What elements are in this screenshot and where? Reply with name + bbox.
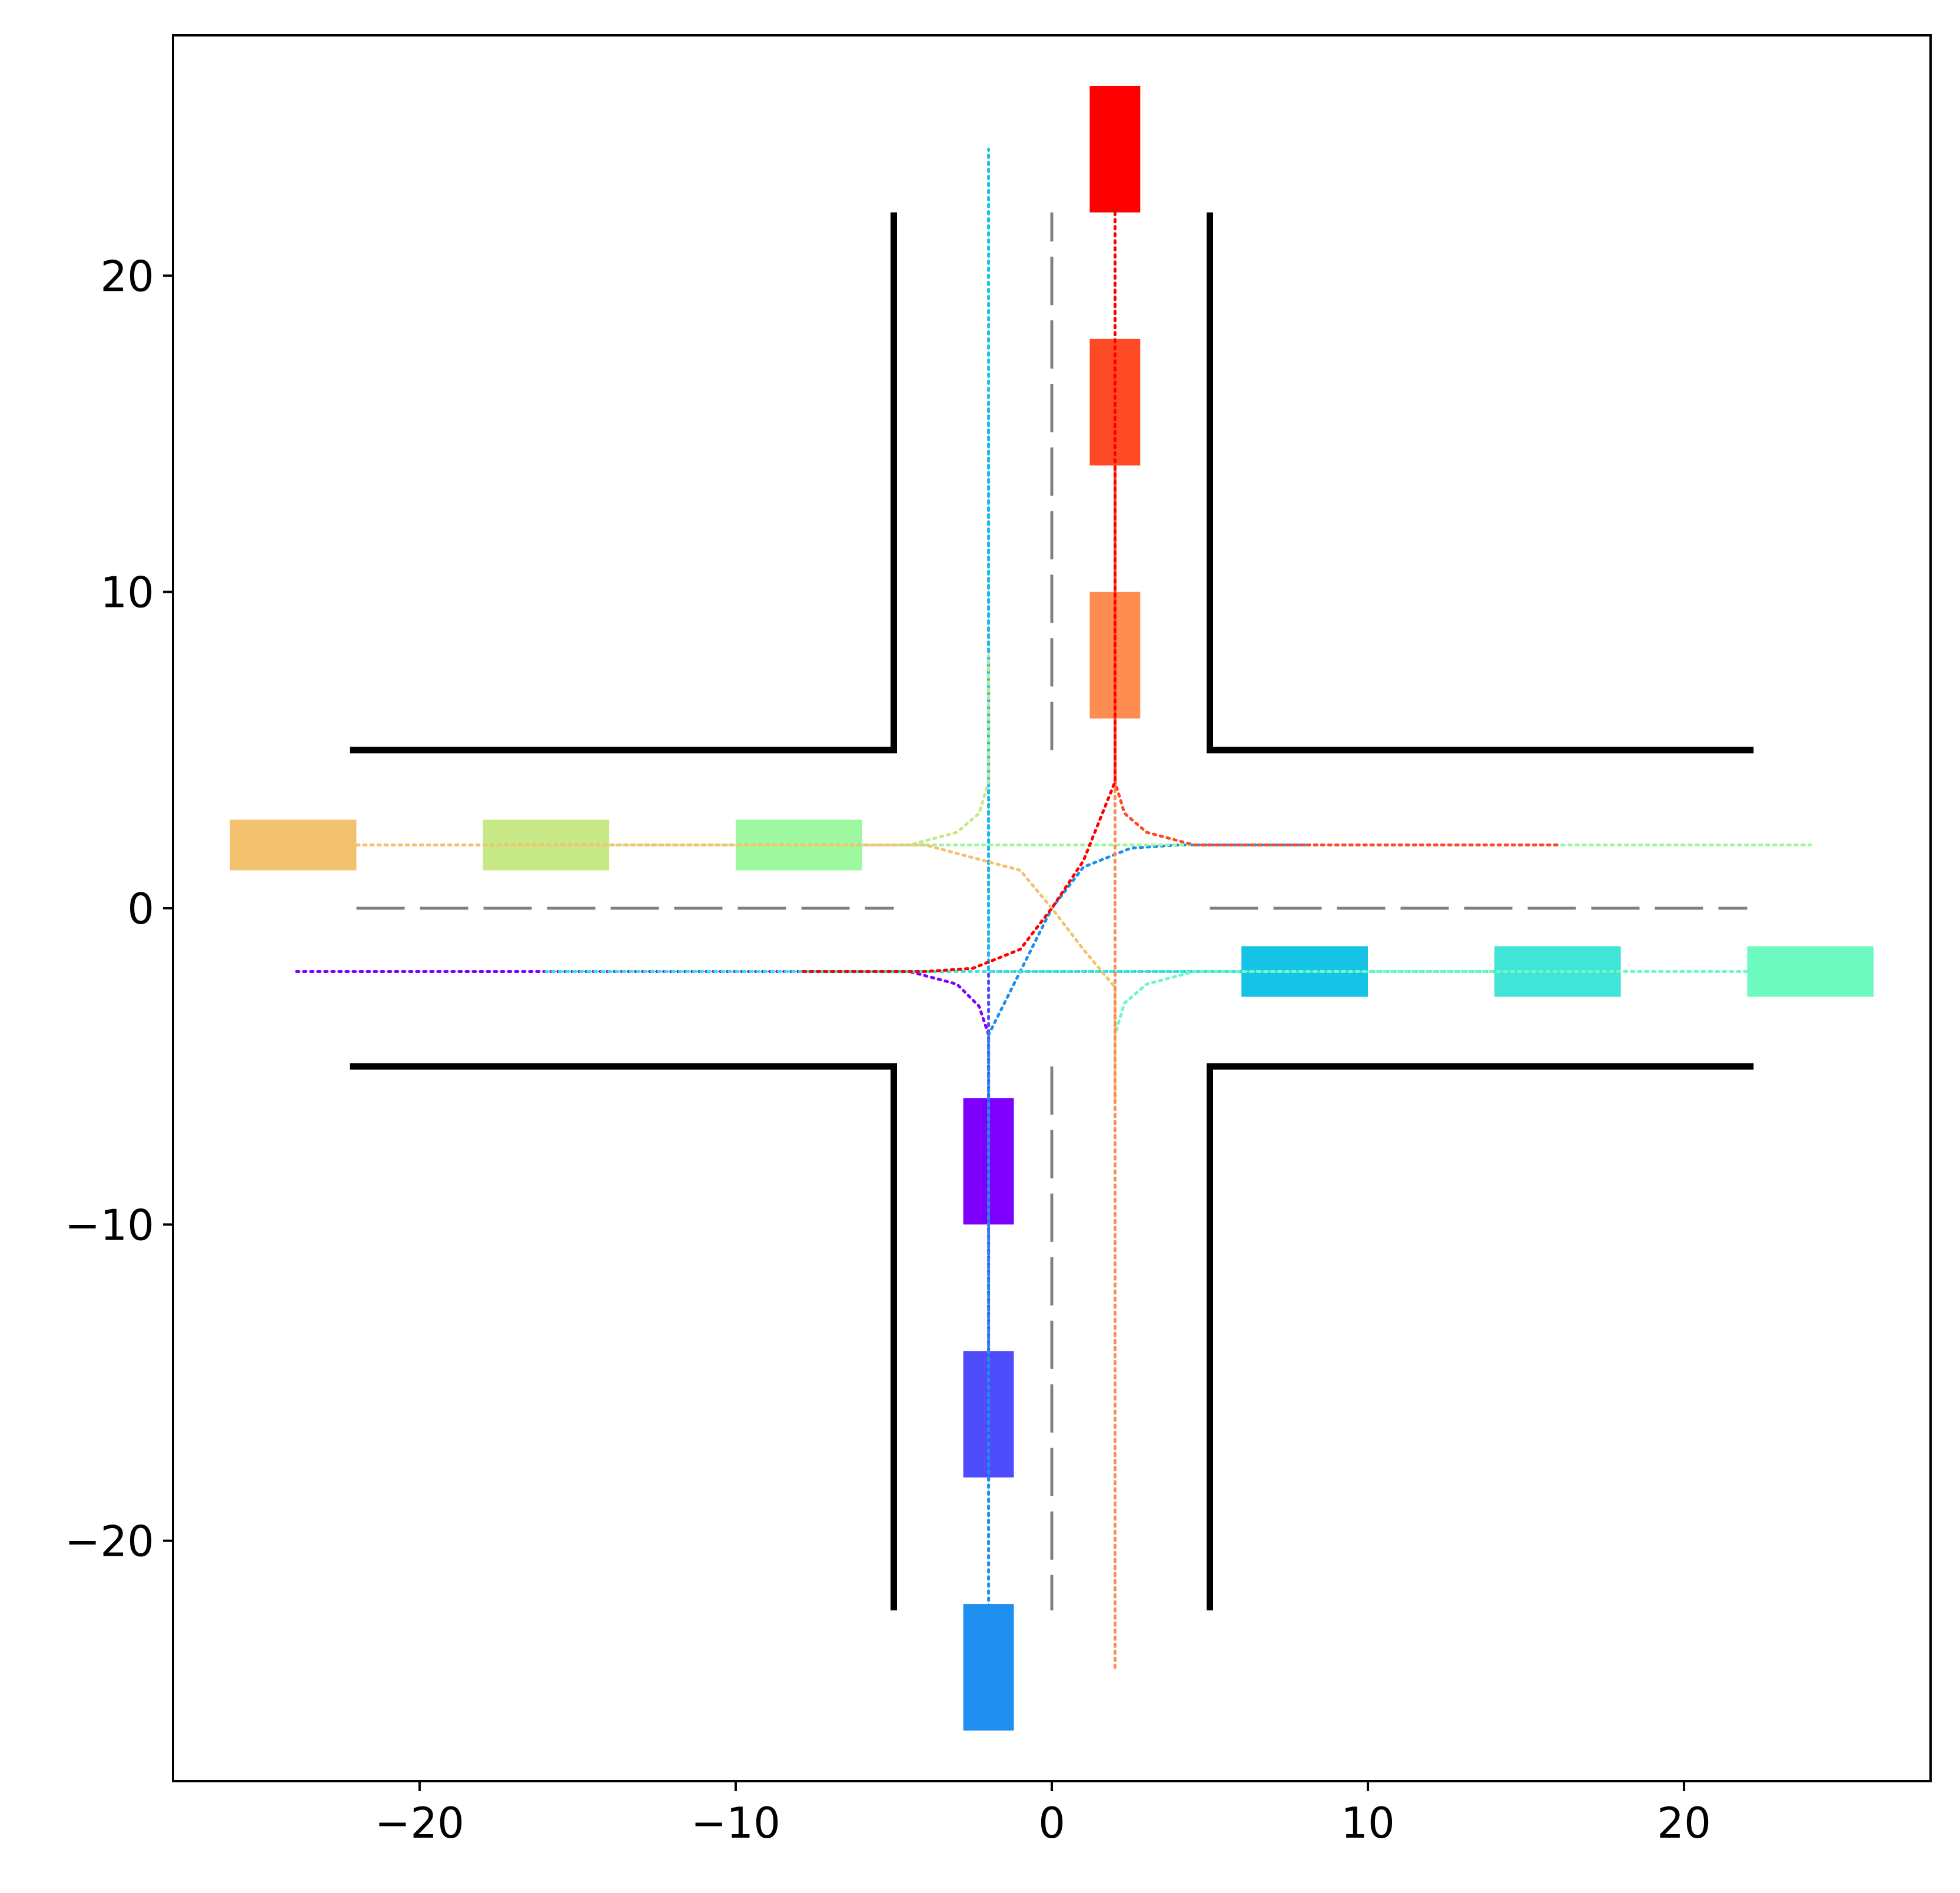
trajectory-line xyxy=(797,211,1117,973)
x-tick-label: 0 xyxy=(1038,1798,1065,1848)
trajectory-line xyxy=(291,843,1117,1100)
y-axis: −20 −10 0 10 20 xyxy=(65,251,173,1566)
trajectory-line xyxy=(1113,970,1812,1037)
x-tick-label: 20 xyxy=(1657,1798,1711,1848)
y-tick-label: 10 xyxy=(100,568,154,617)
trajectory-line xyxy=(987,843,1307,1638)
trajectory-line xyxy=(544,653,991,846)
y-tick-label: −20 xyxy=(65,1517,154,1566)
road-edge-line xyxy=(350,1063,897,1610)
road-edge-line xyxy=(350,212,897,753)
road-edge-line xyxy=(1207,212,1754,753)
x-tick-label: −10 xyxy=(691,1798,780,1848)
road-edge-line xyxy=(1207,1063,1754,1610)
y-tick-label: 20 xyxy=(100,251,154,301)
y-tick-label: 0 xyxy=(127,884,154,934)
x-axis: −20 −10 0 10 20 xyxy=(375,1781,1711,1848)
x-tick-label: −20 xyxy=(375,1798,464,1848)
vehicle-marker xyxy=(1089,86,1141,212)
x-tick-label: 10 xyxy=(1341,1798,1395,1848)
y-tick-label: −10 xyxy=(65,1200,154,1250)
vehicle-marker xyxy=(963,1604,1014,1731)
plot-area xyxy=(230,86,1874,1731)
